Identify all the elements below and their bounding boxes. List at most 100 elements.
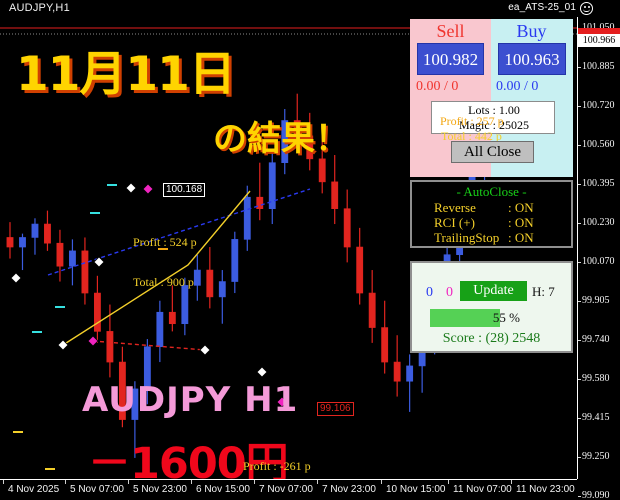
all-close-button[interactable]: All Close bbox=[451, 141, 534, 163]
price-tick: 100.885 bbox=[578, 61, 615, 72]
candle bbox=[281, 109, 289, 175]
arrow-sell-marker bbox=[199, 344, 211, 356]
autoclose-box: - AutoClose - Reverse : ON RCI (+): ON Tr… bbox=[410, 180, 573, 248]
autoclose-key: TrailingStop bbox=[434, 230, 500, 245]
candle bbox=[118, 346, 126, 428]
arrow-buy-marker bbox=[142, 183, 154, 195]
arrow-buy-marker bbox=[93, 256, 105, 268]
time-tick: 6 Nov 15:00 bbox=[191, 480, 250, 495]
candle bbox=[268, 151, 276, 225]
candle bbox=[56, 229, 64, 282]
counter-blue: 0 bbox=[426, 285, 433, 300]
price-scale[interactable]: 101.050100.885100.720100.560100.395100.2… bbox=[577, 17, 620, 500]
candle bbox=[218, 270, 226, 324]
annotation-profit-upper: Profit : 524 p bbox=[133, 235, 197, 249]
candle bbox=[331, 155, 339, 225]
candle bbox=[393, 335, 401, 397]
candle bbox=[256, 162, 264, 221]
candle bbox=[44, 210, 51, 251]
trendline-blue-dashed[interactable] bbox=[47, 188, 311, 276]
arrow-sell-marker bbox=[87, 335, 99, 347]
price-tick: 99.250 bbox=[578, 451, 610, 462]
autoclose-row-rci: RCI (+): ON bbox=[434, 215, 534, 231]
arrow-sell-marker bbox=[256, 366, 268, 378]
candle bbox=[356, 227, 364, 305]
candle bbox=[131, 381, 139, 458]
magic-value: Magic : 25025 bbox=[459, 118, 529, 132]
overlay-panel-total: Total : 442 p bbox=[441, 129, 502, 143]
candle bbox=[19, 233, 26, 271]
time-tick: 11 Nov 23:00 bbox=[511, 480, 575, 495]
price-tick: 99.580 bbox=[578, 373, 610, 384]
buy-price-button[interactable]: 100.963 bbox=[498, 43, 566, 75]
overlay-panel-profit: Profit : 257 p bbox=[440, 114, 504, 128]
sell-pl-value: 0.00 / 0 bbox=[416, 79, 459, 94]
arrow-buy-marker bbox=[57, 339, 69, 351]
time-tick: 7 Nov 23:00 bbox=[317, 480, 376, 495]
candle bbox=[168, 285, 176, 332]
time-scale[interactable]: 4 Nov 2025 5 Nov 07:00 5 Nov 23:00 6 Nov 15… bbox=[0, 479, 577, 500]
progress-bar-fill bbox=[430, 309, 500, 327]
price-tick: 100.230 bbox=[578, 217, 615, 228]
sell-price-button[interactable]: 100.982 bbox=[417, 43, 484, 75]
price-tick: 99.740 bbox=[578, 334, 610, 345]
trade-section: Sell Buy 100.982 100.963 0.00 / 0 0.00 /… bbox=[410, 19, 573, 177]
time-tick: 5 Nov 07:00 bbox=[65, 480, 124, 495]
candle bbox=[343, 189, 351, 263]
overlay-date-text: 11月11日 bbox=[16, 47, 236, 102]
price-tick: 100.070 bbox=[578, 256, 615, 267]
arrow-buy-marker bbox=[276, 396, 288, 408]
ea-control-panel: Sell Buy 100.982 100.963 0.00 / 0 0.00 /… bbox=[410, 19, 573, 353]
trendline-red-dashed[interactable] bbox=[92, 340, 206, 351]
h-value-label: H: 7 bbox=[532, 284, 555, 299]
candle bbox=[31, 218, 39, 255]
price-tick: 99.415 bbox=[578, 412, 610, 423]
candle bbox=[193, 254, 201, 301]
candle bbox=[6, 222, 14, 259]
overlay-pair-text: AUDJPY H1 bbox=[82, 380, 299, 420]
candle bbox=[156, 300, 164, 363]
buy-pl-value: 0.00 / 0 bbox=[496, 79, 539, 94]
score-label: Score : (28) 2548 bbox=[442, 331, 541, 346]
time-tick: 7 Nov 07:00 bbox=[254, 480, 313, 495]
price-tick: 100.720 bbox=[578, 100, 615, 111]
bid-price-badge: 100.966 bbox=[578, 34, 620, 47]
time-tick: 5 Nov 23:00 bbox=[128, 480, 187, 495]
lots-magic-box: Lots : 1.00 Magic : 25025 bbox=[431, 101, 555, 134]
progress-bar: 55 % bbox=[430, 309, 557, 327]
candle bbox=[306, 112, 314, 171]
trendline-yellow-solid[interactable] bbox=[62, 190, 251, 346]
price-tick: 100.395 bbox=[578, 178, 615, 189]
autoclose-title: - AutoClose - bbox=[456, 184, 527, 199]
time-tick: 10 Nov 15:00 bbox=[381, 480, 446, 495]
candle bbox=[143, 339, 151, 405]
price-tick: 99.905 bbox=[578, 295, 610, 306]
price-label-low: 99.106 bbox=[317, 402, 354, 416]
candle bbox=[81, 237, 89, 305]
candle bbox=[293, 93, 301, 148]
sell-heading: Sell bbox=[436, 21, 465, 41]
update-score-box: 0 0 Update H: 7 55 % Score : (28) 2548 bbox=[410, 261, 573, 353]
counter-magenta: 0 bbox=[446, 285, 453, 300]
candle bbox=[318, 128, 326, 194]
time-tick: 4 Nov 2025 bbox=[2, 480, 60, 495]
candle bbox=[406, 354, 414, 412]
update-button[interactable]: Update bbox=[460, 281, 527, 301]
time-tick: 11 Nov 07:00 bbox=[448, 480, 512, 495]
candle bbox=[381, 300, 389, 374]
autoclose-value: : ON bbox=[508, 230, 534, 245]
overlay-amount-text: －1600円 bbox=[88, 439, 289, 479]
arrow-sell-marker bbox=[125, 182, 137, 194]
overlay-result-text: の結果！ bbox=[213, 119, 349, 159]
autoclose-key: Reverse bbox=[434, 200, 476, 215]
price-tick: 100.560 bbox=[578, 139, 615, 150]
autoclose-value: : ON bbox=[508, 200, 534, 215]
annotation-total-upper: Total : 900 p bbox=[133, 275, 194, 289]
price-label-high: 100.168 bbox=[163, 183, 206, 197]
progress-bar-text: 55 % bbox=[492, 310, 520, 325]
annotation-profit-lower: Profit : -261 p bbox=[243, 459, 311, 473]
candle bbox=[93, 275, 101, 343]
window-titlebar: AUDJPY,H1 ea_ATS-25_01 bbox=[0, 0, 620, 17]
arrow-buy-marker bbox=[10, 272, 22, 284]
buy-heading: Buy bbox=[516, 21, 547, 41]
